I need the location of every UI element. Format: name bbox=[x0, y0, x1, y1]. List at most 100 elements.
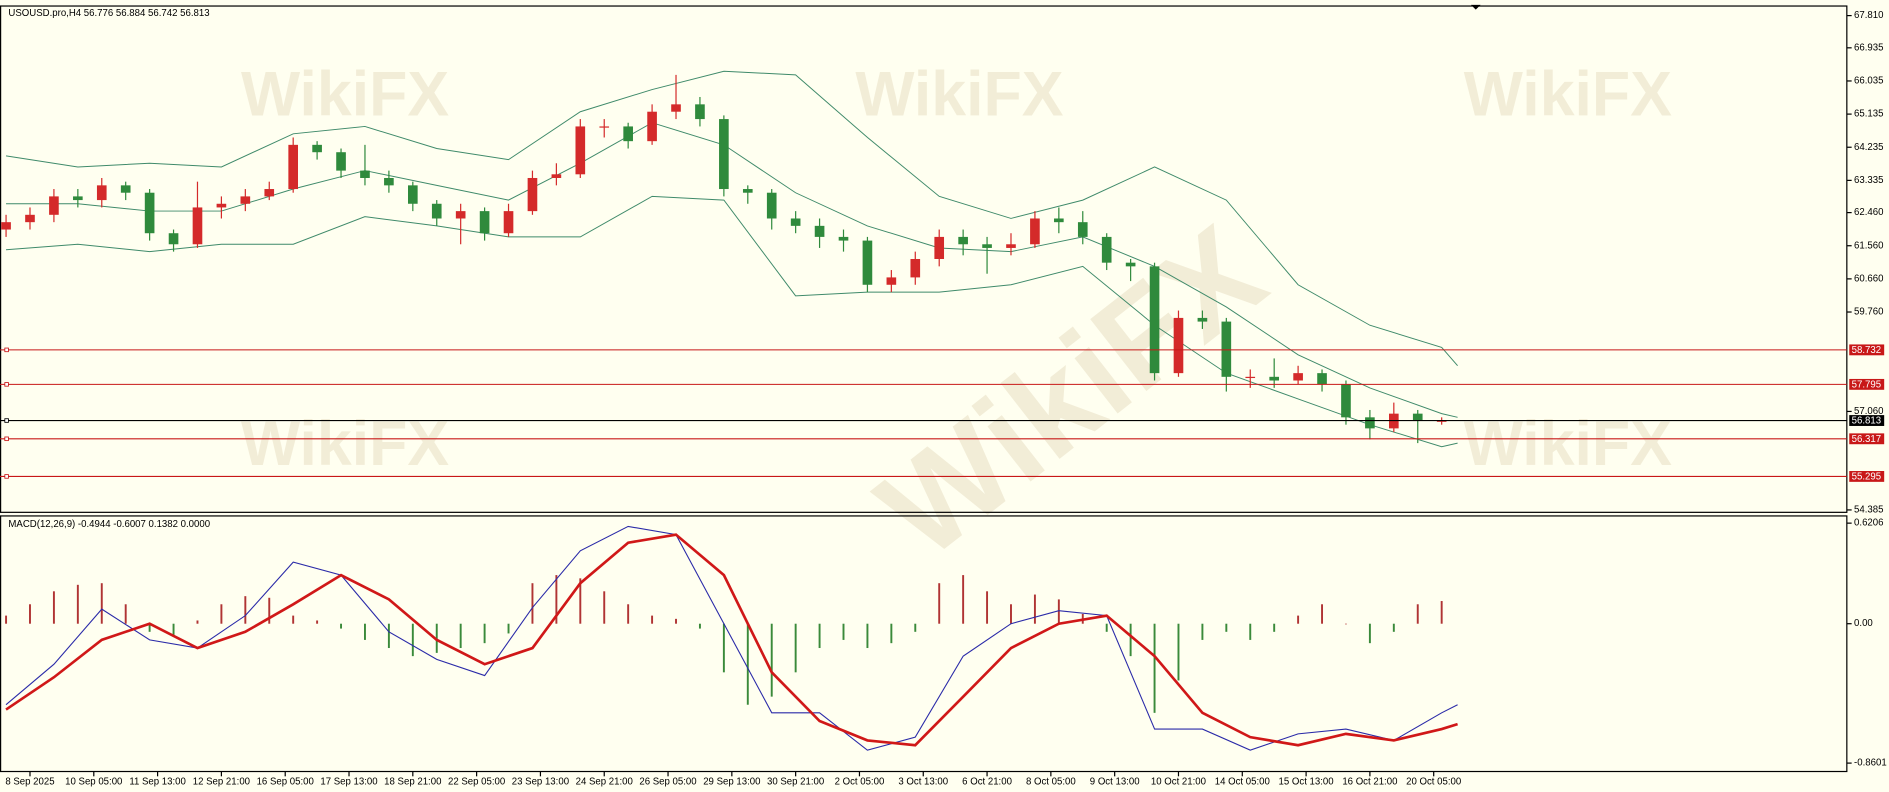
candle-body bbox=[73, 196, 83, 201]
candle-body bbox=[1125, 262, 1136, 267]
candle-body bbox=[288, 144, 299, 190]
candle-body bbox=[527, 177, 538, 212]
x-tick-label: 8 Sep 2025 bbox=[5, 776, 54, 787]
macd-histogram-bar bbox=[1201, 623, 1204, 640]
candle-body bbox=[1269, 376, 1280, 381]
candle-body bbox=[264, 189, 275, 197]
level-line-label: 57.795 bbox=[1852, 380, 1881, 391]
macd-histogram-bar bbox=[722, 623, 725, 673]
x-tick-label: 29 Sep 13:00 bbox=[703, 776, 760, 787]
candle-body bbox=[599, 126, 610, 128]
watermark: WikiFX bbox=[1464, 59, 1672, 129]
macd-histogram-bar bbox=[364, 623, 366, 640]
candle-body bbox=[1293, 373, 1303, 381]
macd-histogram-bar bbox=[507, 623, 510, 634]
y-tick-label: 62.460 bbox=[1854, 207, 1883, 218]
level-line-tag bbox=[1849, 344, 1885, 356]
x-tick-label: 23 Sep 13:00 bbox=[512, 776, 569, 787]
y-tick-label: -0.8601 bbox=[1854, 758, 1887, 769]
macd-histogram-bar bbox=[244, 596, 247, 624]
bollinger-upper bbox=[5, 70, 1458, 367]
macd-histogram-bar bbox=[579, 578, 582, 624]
x-tick-label: 8 Oct 05:00 bbox=[1026, 776, 1076, 787]
macd-histogram-bar bbox=[1225, 623, 1228, 632]
x-tick-label: 16 Sep 05:00 bbox=[257, 776, 314, 787]
x-tick-label: 16 Oct 21:00 bbox=[1342, 776, 1397, 787]
candle-body bbox=[216, 203, 227, 208]
x-tick-label: 18 Sep 21:00 bbox=[384, 776, 441, 787]
candle-body bbox=[479, 211, 490, 234]
macd-histogram-bar bbox=[483, 623, 486, 644]
watermark: WikiFX bbox=[241, 59, 449, 129]
x-tick-label: 10 Oct 21:00 bbox=[1151, 776, 1206, 787]
macd-histogram-bar bbox=[340, 623, 343, 629]
y-tick-label: 66.035 bbox=[1854, 76, 1883, 87]
x-tick-label: 12 Sep 21:00 bbox=[193, 776, 250, 787]
candle-body bbox=[958, 236, 968, 245]
macd-histogram-bar bbox=[866, 623, 869, 649]
candle-body bbox=[575, 126, 586, 175]
macd-histogram-bar bbox=[1368, 623, 1371, 644]
candle-body bbox=[96, 185, 107, 201]
x-tick-label: 10 Sep 05:00 bbox=[65, 776, 122, 787]
candle-body bbox=[1054, 218, 1064, 223]
macd-histogram-bar bbox=[100, 583, 103, 624]
candle-body bbox=[407, 185, 418, 204]
candle-body bbox=[766, 192, 777, 219]
y-tick-label: 59.760 bbox=[1854, 307, 1883, 318]
y-tick-label: 64.235 bbox=[1854, 142, 1883, 153]
macd-histogram-bar bbox=[1345, 623, 1347, 625]
indicator-title: MACD(12,26,9) -0.4944 -0.6007 0.1382 0.0… bbox=[8, 519, 210, 530]
macd-histogram-bar bbox=[148, 623, 151, 632]
candle-body bbox=[312, 144, 322, 153]
candle-body bbox=[742, 189, 753, 193]
x-tick-label: 22 Sep 05:00 bbox=[448, 776, 505, 787]
candle-body bbox=[719, 119, 729, 190]
macd-histogram-bar bbox=[746, 623, 749, 705]
x-tick-label: 3 Oct 13:00 bbox=[898, 776, 948, 787]
macd-histogram-bar bbox=[1057, 599, 1060, 624]
chart-title: USOUSD.pro,H4 56.776 56.884 56.742 56.81… bbox=[8, 8, 209, 19]
macd-histogram-bar bbox=[172, 623, 175, 637]
candle-body bbox=[671, 104, 681, 112]
candle-body bbox=[192, 207, 203, 245]
macd-histogram-bar bbox=[842, 623, 845, 640]
candle-body bbox=[240, 196, 251, 204]
candle-body bbox=[1341, 384, 1351, 418]
candle-body bbox=[910, 258, 921, 278]
macd-histogram-bar bbox=[1177, 623, 1180, 681]
candle-body bbox=[168, 233, 179, 245]
macd-histogram-bar bbox=[531, 583, 534, 624]
macd-histogram-bar bbox=[316, 620, 319, 624]
candle-body bbox=[1317, 373, 1327, 385]
bollinger-lower bbox=[5, 195, 1458, 448]
level-line-handle bbox=[4, 474, 9, 479]
macd-histogram-bar bbox=[1129, 623, 1132, 657]
candle-body bbox=[431, 203, 442, 219]
macd-histogram-bar bbox=[1105, 623, 1108, 632]
y-tick-label: 0.00 bbox=[1854, 618, 1873, 629]
y-tick-label: 63.335 bbox=[1854, 175, 1883, 186]
candle-body bbox=[336, 152, 346, 171]
x-tick-label: 14 Oct 05:00 bbox=[1215, 776, 1270, 787]
candle-body bbox=[982, 244, 992, 248]
y-tick-label: 61.560 bbox=[1854, 240, 1883, 251]
x-tick-label: 30 Sep 21:00 bbox=[767, 776, 824, 787]
candle-body bbox=[1436, 420, 1447, 422]
watermark: WikiFX bbox=[1464, 409, 1672, 479]
macd-histogram-bar bbox=[76, 584, 79, 624]
candle-body bbox=[1030, 218, 1040, 245]
candle-body bbox=[120, 185, 131, 193]
macd-histogram-bar bbox=[124, 604, 127, 624]
candle-body bbox=[49, 196, 59, 215]
macd-histogram-bar bbox=[387, 623, 390, 649]
candle-body bbox=[25, 214, 35, 223]
candle-body bbox=[360, 170, 370, 178]
macd-histogram-bar bbox=[794, 623, 797, 673]
candle-body bbox=[1412, 413, 1423, 422]
candle-body bbox=[1, 222, 11, 230]
level-line-tag bbox=[1849, 378, 1885, 390]
candle-body bbox=[934, 236, 945, 259]
candle-body bbox=[551, 174, 562, 178]
